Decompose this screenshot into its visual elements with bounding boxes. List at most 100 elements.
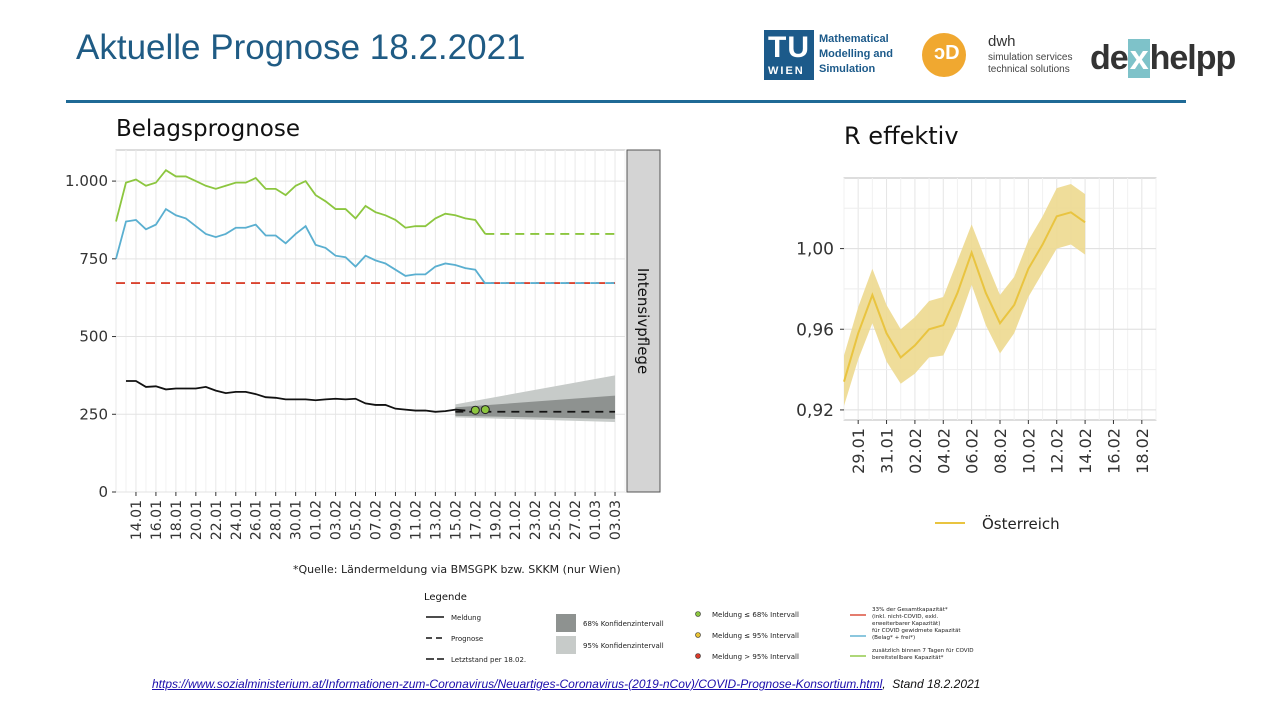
slide-title: Aktuelle Prognose 18.2.2021: [76, 28, 526, 67]
legend-capacity-label: (inkl. nicht-COVID, exkl.: [872, 614, 939, 620]
x-tick-label: 16.01: [149, 500, 165, 540]
legend-label: Österreich: [982, 514, 1060, 533]
r-effektiv-chart: R effektiv 0,92 0,96 1,00 29.01 31.01 02.02 04.…: [796, 122, 1157, 533]
legend-title: Legende: [424, 592, 467, 603]
facet-label: Intensivpflege: [634, 268, 652, 374]
y-tick-label: 0,96: [796, 320, 834, 340]
x-tick-label: 13.02: [428, 500, 444, 540]
x-tick-label: 18.02: [1133, 428, 1152, 474]
legend-point-label: Meldung > 95% Intervall: [712, 653, 799, 661]
x-tick-label: 15.02: [448, 500, 464, 540]
dexhelpp-logo-part: helpp: [1149, 39, 1237, 77]
legend-band-label: 95% Konfidenzintervall: [583, 642, 664, 650]
tu-logo-wien: WIEN: [768, 65, 805, 77]
legend-point-label: Meldung ≤ 68% Intervall: [712, 611, 799, 619]
x-tick-label: 01.02: [309, 500, 325, 540]
x-tick-label: 19.02: [488, 500, 504, 540]
tu-logo-mark: TU: [768, 31, 810, 64]
y-tick-label: 1.000: [65, 172, 108, 190]
legend-point-key: [695, 632, 701, 638]
x-tick-label: 02.02: [906, 428, 925, 474]
dwh-logo-subtitle: simulation services technical solutions: [988, 52, 1072, 76]
x-tick-label: 07.02: [368, 500, 384, 540]
tu-logo-line: Simulation: [819, 63, 876, 75]
x-tick-label: 23.02: [528, 500, 544, 540]
tu-wien-logo: TU WIEN: [764, 30, 814, 80]
legend-capacity-label: 33% der Gesamtkapazität*: [872, 607, 948, 613]
x-tick-label: 24.01: [229, 500, 245, 540]
legend-band-swatch: [556, 614, 576, 632]
x-tick-label: 14.01: [129, 500, 145, 540]
legend-band-label: 68% Konfidenzintervall: [583, 620, 664, 628]
legend-capacity-label: erweiterbarer Kapazität): [872, 621, 940, 627]
dwh-logo-line: simulation services: [988, 52, 1073, 63]
green-series-line: [115, 169, 487, 235]
source-line: https://www.sozialministerium.at/Informa…: [152, 677, 981, 691]
x-tick-label: 01.03: [588, 500, 604, 540]
legend-point-key: [695, 653, 701, 659]
x-tick-label: 27.02: [568, 500, 584, 540]
legend-point-key: [695, 611, 701, 617]
chart-title: Belagsprognose: [116, 116, 300, 142]
x-tick-label: 03.02: [329, 500, 345, 540]
x-tick-label: 03.03: [608, 500, 624, 540]
x-tick-label: 20.01: [189, 500, 205, 540]
chart-caption: *Quelle: Ländermeldung via BMSGPK bzw. S…: [293, 563, 621, 576]
x-tick-label: 14.02: [1076, 428, 1095, 474]
legend-capacity-label: bereitstellbare Kapazität*: [872, 655, 944, 661]
dwh-logo-name: dwh: [988, 33, 1016, 50]
x-tick-label: 06.02: [963, 428, 982, 474]
tu-logo-line: Mathematical: [819, 33, 889, 45]
report-point: [480, 405, 490, 415]
y-tick-label: 750: [79, 250, 108, 268]
x-tick-label: 09.02: [388, 500, 404, 540]
blue-series-line: [115, 207, 487, 285]
x-tick-label: 16.02: [1104, 428, 1123, 474]
x-tick-label: 21.02: [508, 500, 524, 540]
x-tick-label: 22.01: [209, 500, 225, 540]
x-tick-label: 18.01: [169, 500, 185, 540]
x-tick-label: 25.02: [548, 500, 564, 540]
x-tick-label: 11.02: [408, 500, 424, 540]
title-divider: [66, 100, 1186, 103]
tu-logo-text: Mathematical Modelling and Simulation: [819, 32, 893, 77]
y-tick-label: 0,92: [796, 401, 834, 421]
plot-panel: [115, 149, 626, 493]
x-tick-label: 26.01: [249, 500, 265, 540]
legend-line-label: Meldung: [451, 614, 481, 622]
legend-capacity-label: zusätzlich binnen 7 Tagen für COVID: [872, 648, 974, 654]
x-tick-label: 12.02: [1048, 428, 1067, 474]
x-tick-label: 31.01: [878, 428, 897, 474]
black-series-line: [125, 380, 466, 413]
x-tick-label: 28.01: [269, 500, 285, 540]
source-stand: Stand 18.2.2021: [892, 677, 981, 691]
facet-strip: [626, 149, 661, 493]
y-tick-label: 1,00: [796, 240, 834, 260]
legend-capacity-label: für COVID gewidmete Kapazität: [872, 628, 961, 634]
dexhelpp-logo: dexhelpp: [1090, 39, 1237, 78]
chart-title: R effektiv: [844, 122, 959, 150]
y-tick-label: 500: [79, 328, 108, 346]
tu-logo-line: Modelling and: [819, 48, 893, 60]
legend-band-swatch: [556, 636, 576, 654]
dwh-logo: ↄD: [922, 33, 966, 77]
x-tick-label: 04.02: [934, 428, 953, 474]
dexhelpp-logo-x: x: [1127, 39, 1150, 78]
legend-capacity-label: (Belag* + frei*): [872, 635, 915, 641]
dexhelpp-logo-part: de: [1090, 39, 1129, 77]
x-tick-label: 30.01: [289, 500, 305, 540]
legend-line-label: Prognose: [451, 635, 483, 643]
x-tick-label: 10.02: [1019, 428, 1038, 474]
y-tick-label: 250: [79, 405, 108, 423]
x-tick-label: 05.02: [349, 500, 365, 540]
r-series-line: [843, 211, 1086, 382]
chart-legend: Legende Meldung Prognose Letztstand per 18.…: [424, 592, 974, 664]
x-tick-label: 08.02: [991, 428, 1010, 474]
dwh-logo-line: technical solutions: [988, 64, 1070, 75]
ci68-band: [455, 395, 616, 419]
x-tick-label: 17.02: [468, 500, 484, 540]
source-link[interactable]: https://www.sozialministerium.at/Informa…: [152, 677, 883, 691]
report-point: [470, 405, 480, 415]
legend-point-label: Meldung ≤ 95% Intervall: [712, 632, 799, 640]
